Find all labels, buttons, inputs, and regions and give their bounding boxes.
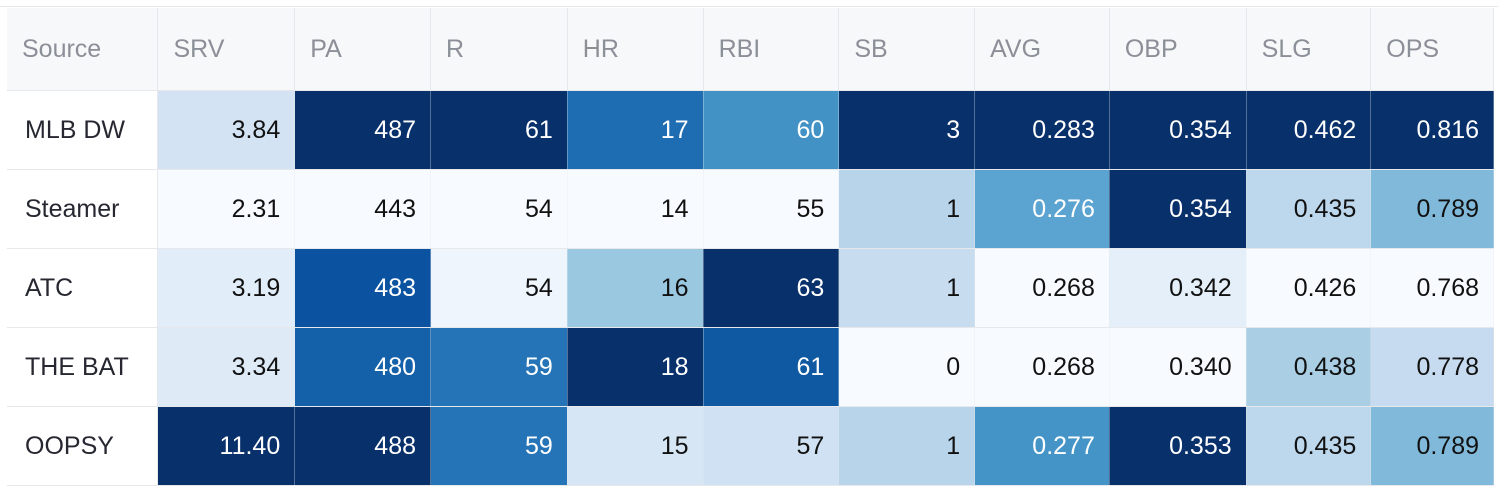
cell-pa: 483 <box>294 248 432 328</box>
cell-r: 61 <box>430 90 568 170</box>
column-header-r[interactable]: R <box>430 8 568 91</box>
column-header-pa[interactable]: PA <box>294 8 432 91</box>
cell-obp: 0.340 <box>1109 327 1247 407</box>
cell-rbi: 60 <box>703 90 840 170</box>
cell-avg: 0.283 <box>974 90 1110 170</box>
column-header-srv[interactable]: SRV <box>157 8 296 91</box>
cell-pa: 443 <box>294 169 432 249</box>
cell-rbi: 63 <box>703 248 840 328</box>
cell-sb: 1 <box>838 406 976 486</box>
cell-sb: 1 <box>838 169 976 249</box>
cell-ops: 0.816 <box>1370 90 1494 170</box>
cell-rbi: 57 <box>703 406 840 486</box>
cell-hr: 18 <box>567 327 704 407</box>
cell-slg: 0.438 <box>1246 327 1372 407</box>
table-header: Source SRV PA R HR RBI SB AVG OBP SLG OP… <box>7 8 1494 91</box>
cell-slg: 0.426 <box>1246 248 1372 328</box>
cell-sb: 3 <box>838 90 976 170</box>
cell-hr: 17 <box>567 90 704 170</box>
cell-r: 59 <box>430 406 568 486</box>
cell-srv: 3.19 <box>157 248 296 328</box>
top-border <box>0 6 1498 7</box>
cell-hr: 15 <box>567 406 704 486</box>
cell-ops: 0.778 <box>1370 327 1494 407</box>
cell-slg: 0.462 <box>1246 90 1372 170</box>
row-source-cell: Steamer <box>7 169 159 249</box>
row-source-cell: MLB DW <box>7 90 159 170</box>
cell-ops: 0.768 <box>1370 248 1494 328</box>
projections-table: Source SRV PA R HR RBI SB AVG OBP SLG OP… <box>7 8 1494 486</box>
column-header-obp[interactable]: OBP <box>1109 8 1247 91</box>
cell-hr: 16 <box>567 248 704 328</box>
cell-ops: 0.789 <box>1370 169 1494 249</box>
column-header-slg[interactable]: SLG <box>1246 8 1372 91</box>
cell-r: 54 <box>430 169 568 249</box>
cell-srv: 2.31 <box>157 169 296 249</box>
cell-avg: 0.268 <box>974 327 1110 407</box>
cell-r: 54 <box>430 248 568 328</box>
row-source-cell: ATC <box>7 248 159 328</box>
table-row: OOPSY 11.40 488 59 15 57 1 0.277 0.353 0.435 0.789 <box>7 406 1494 486</box>
column-header-avg[interactable]: AVG <box>974 8 1110 91</box>
table-row: Steamer 2.31 443 54 14 55 1 0.276 0.354 0.435 0.78… <box>7 169 1494 249</box>
column-header-source[interactable]: Source <box>7 8 159 91</box>
cell-hr: 14 <box>567 169 704 249</box>
column-header-sb[interactable]: SB <box>838 8 976 91</box>
cell-rbi: 55 <box>703 169 840 249</box>
table-body: MLB DW 3.84 487 61 17 60 3 0.283 0.354 0.462 0.816… <box>7 90 1494 486</box>
cell-slg: 0.435 <box>1246 406 1372 486</box>
column-header-rbi[interactable]: RBI <box>703 8 840 91</box>
cell-rbi: 61 <box>703 327 840 407</box>
column-header-hr[interactable]: HR <box>567 8 704 91</box>
cell-sb: 1 <box>838 248 976 328</box>
cell-ops: 0.789 <box>1370 406 1494 486</box>
cell-srv: 11.40 <box>157 406 296 486</box>
header-row: Source SRV PA R HR RBI SB AVG OBP SLG OP… <box>7 8 1494 91</box>
cell-avg: 0.268 <box>974 248 1110 328</box>
cell-srv: 3.84 <box>157 90 296 170</box>
column-header-ops[interactable]: OPS <box>1370 8 1494 91</box>
cell-obp: 0.354 <box>1109 169 1247 249</box>
cell-slg: 0.435 <box>1246 169 1372 249</box>
row-source-cell: THE BAT <box>7 327 159 407</box>
cell-avg: 0.276 <box>974 169 1110 249</box>
row-source-cell: OOPSY <box>7 406 159 486</box>
cell-obp: 0.353 <box>1109 406 1247 486</box>
cell-avg: 0.277 <box>974 406 1110 486</box>
cell-obp: 0.354 <box>1109 90 1247 170</box>
table-row: MLB DW 3.84 487 61 17 60 3 0.283 0.354 0.462 0.816 <box>7 90 1494 170</box>
cell-obp: 0.342 <box>1109 248 1247 328</box>
cell-r: 59 <box>430 327 568 407</box>
cell-srv: 3.34 <box>157 327 296 407</box>
table-row: ATC 3.19 483 54 16 63 1 0.268 0.342 0.426 0.768 <box>7 248 1494 328</box>
cell-pa: 488 <box>294 406 432 486</box>
cell-pa: 487 <box>294 90 432 170</box>
table-row: THE BAT 3.34 480 59 18 61 0 0.268 0.340 0.438 0.77… <box>7 327 1494 407</box>
cell-sb: 0 <box>838 327 976 407</box>
cell-pa: 480 <box>294 327 432 407</box>
